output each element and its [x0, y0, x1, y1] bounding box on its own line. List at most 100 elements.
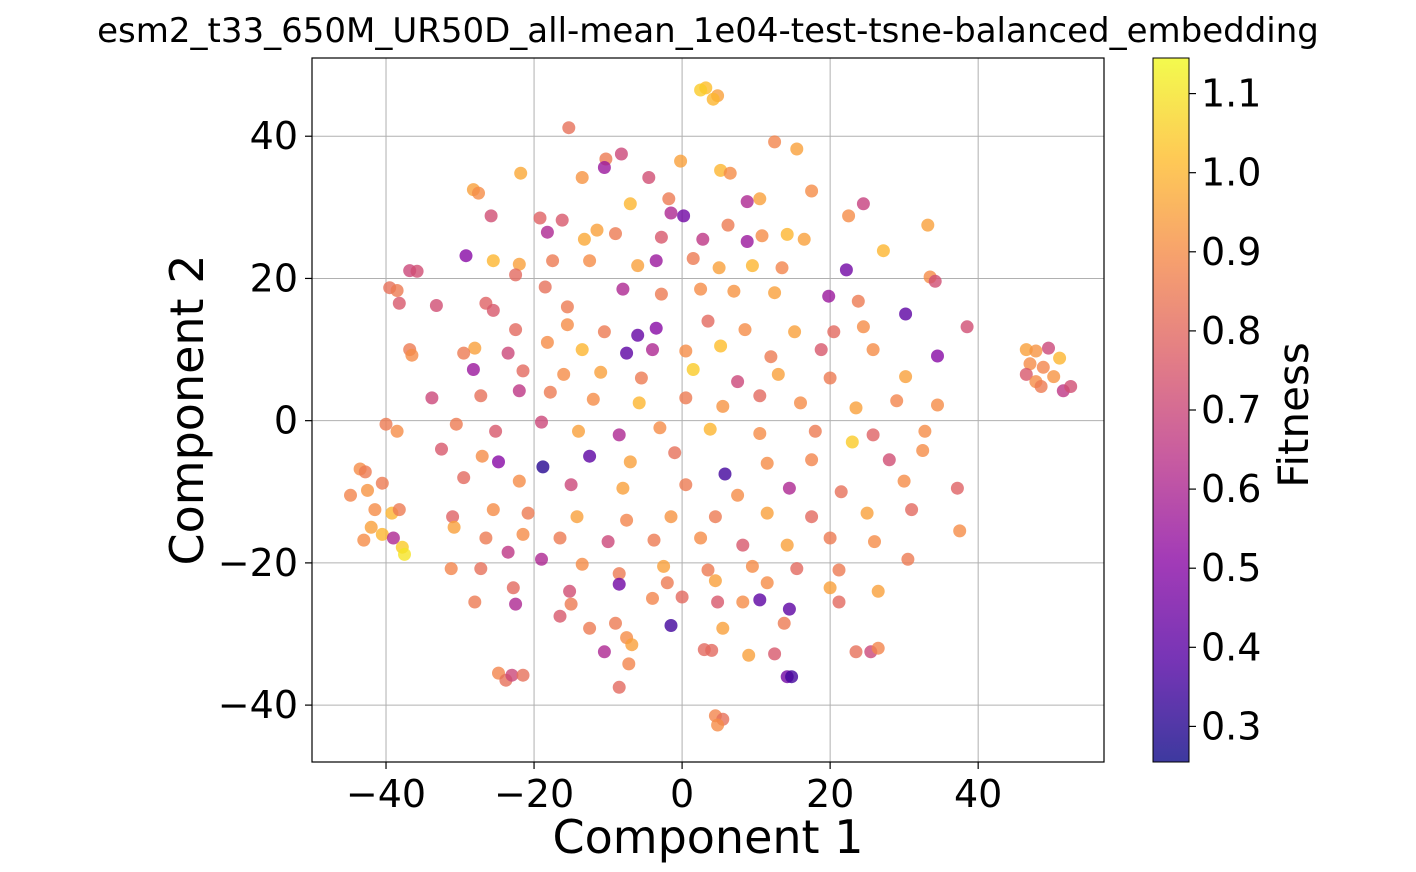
scatter-point [358, 465, 372, 479]
scatter-point [597, 325, 611, 339]
scatter-point [675, 590, 689, 604]
scatter-point [446, 510, 460, 524]
scatter-point [696, 232, 710, 246]
scatter-point [679, 478, 693, 492]
scatter-point [856, 320, 870, 334]
scatter-point [851, 294, 865, 308]
scatter-point [577, 232, 591, 246]
scatter-point [1019, 367, 1033, 381]
scatter-point [1042, 341, 1055, 355]
scatter-point [694, 83, 708, 97]
scatter-point [1034, 380, 1048, 393]
scatter-point [646, 343, 659, 357]
scatter-point [839, 263, 853, 277]
scatter-point [714, 339, 728, 353]
scatter-point [753, 427, 767, 440]
scatter-point [492, 455, 505, 469]
scatter-point [514, 166, 528, 180]
scatter-point [662, 192, 676, 206]
scatter-point [509, 597, 523, 611]
grid-lines [312, 58, 1104, 762]
scatter-point [921, 218, 935, 232]
scatter-point [899, 307, 913, 321]
scatter-point [390, 284, 404, 297]
scatter-point [410, 264, 424, 278]
scatter-point [1029, 344, 1043, 358]
scatter-point [449, 417, 463, 431]
scatter-point [897, 474, 911, 488]
scatter-point [775, 261, 789, 275]
scatter-point [390, 424, 404, 438]
scatter-point [505, 668, 519, 682]
scatter-point [742, 648, 756, 662]
scatter-point [516, 364, 530, 378]
scatter-point [901, 552, 915, 566]
scatter-point [435, 442, 448, 456]
scatter-point [916, 444, 930, 457]
colorbar-tick-label: 1.1 [1201, 72, 1261, 116]
scatter-point [736, 595, 750, 609]
scatter-point [814, 343, 828, 357]
scatter-point [457, 471, 471, 485]
scatter-point [701, 314, 715, 328]
scatter-point [694, 282, 708, 296]
scatter-point [679, 344, 693, 358]
y-tick-label: 0 [274, 399, 298, 443]
scatter-point [823, 581, 837, 595]
scatter-point [429, 299, 443, 312]
scatter-point [564, 597, 578, 611]
scatter-point [905, 503, 919, 517]
scatter-point [782, 602, 796, 616]
scatter-point [705, 643, 719, 657]
scatter-point [712, 261, 726, 275]
scatter-point [731, 375, 745, 389]
scatter-point [679, 391, 693, 405]
scatter-point [653, 421, 667, 435]
scatter-point [760, 506, 774, 520]
scatter-point [866, 343, 880, 357]
scatter-point [727, 284, 741, 298]
scatter-point [1019, 343, 1033, 357]
scatter-point [609, 227, 622, 241]
scatter-point [609, 616, 622, 630]
scatter-point [899, 370, 913, 384]
scatter-point [563, 584, 577, 598]
scatter-point [533, 211, 547, 225]
scatter-point [882, 453, 896, 467]
scatter-point [368, 503, 382, 517]
scatter-point [479, 531, 493, 545]
scatter-point [928, 274, 942, 288]
scatter-point [808, 424, 822, 438]
scatter-point [622, 657, 636, 671]
scatter-point [706, 92, 720, 106]
scatter-point [768, 286, 782, 300]
scatter-point [516, 527, 530, 541]
scatter-point [560, 300, 574, 314]
scatter-point [716, 399, 730, 413]
scatter-point [634, 371, 648, 385]
scatter-point [745, 259, 759, 273]
scatter-point [521, 506, 535, 520]
scatter-point [344, 488, 357, 502]
scatter-point [797, 232, 811, 246]
scatter-point [597, 161, 611, 174]
scatter-point [486, 303, 500, 317]
scatter-point [1036, 360, 1050, 374]
scatter-point [620, 346, 634, 360]
scatter-point [564, 478, 578, 492]
scatter-point [953, 524, 967, 538]
x-tick-label: −40 [346, 772, 426, 816]
scatter-point [716, 621, 730, 635]
colorbar-tick-label: 1.0 [1201, 151, 1261, 195]
scatter-point [631, 259, 645, 273]
scatter-point [459, 249, 473, 263]
chart-title: esm2_t33_650M_UR50D_all-mean_1e04-test-t… [97, 11, 1319, 51]
scatter-point [890, 394, 904, 408]
colorbar-tick-label: 0.3 [1201, 704, 1261, 748]
scatter-point [631, 328, 645, 342]
scatter-point [570, 510, 584, 524]
scatter-point [790, 562, 804, 576]
scatter-point [540, 225, 554, 239]
scatter-point [357, 533, 371, 547]
